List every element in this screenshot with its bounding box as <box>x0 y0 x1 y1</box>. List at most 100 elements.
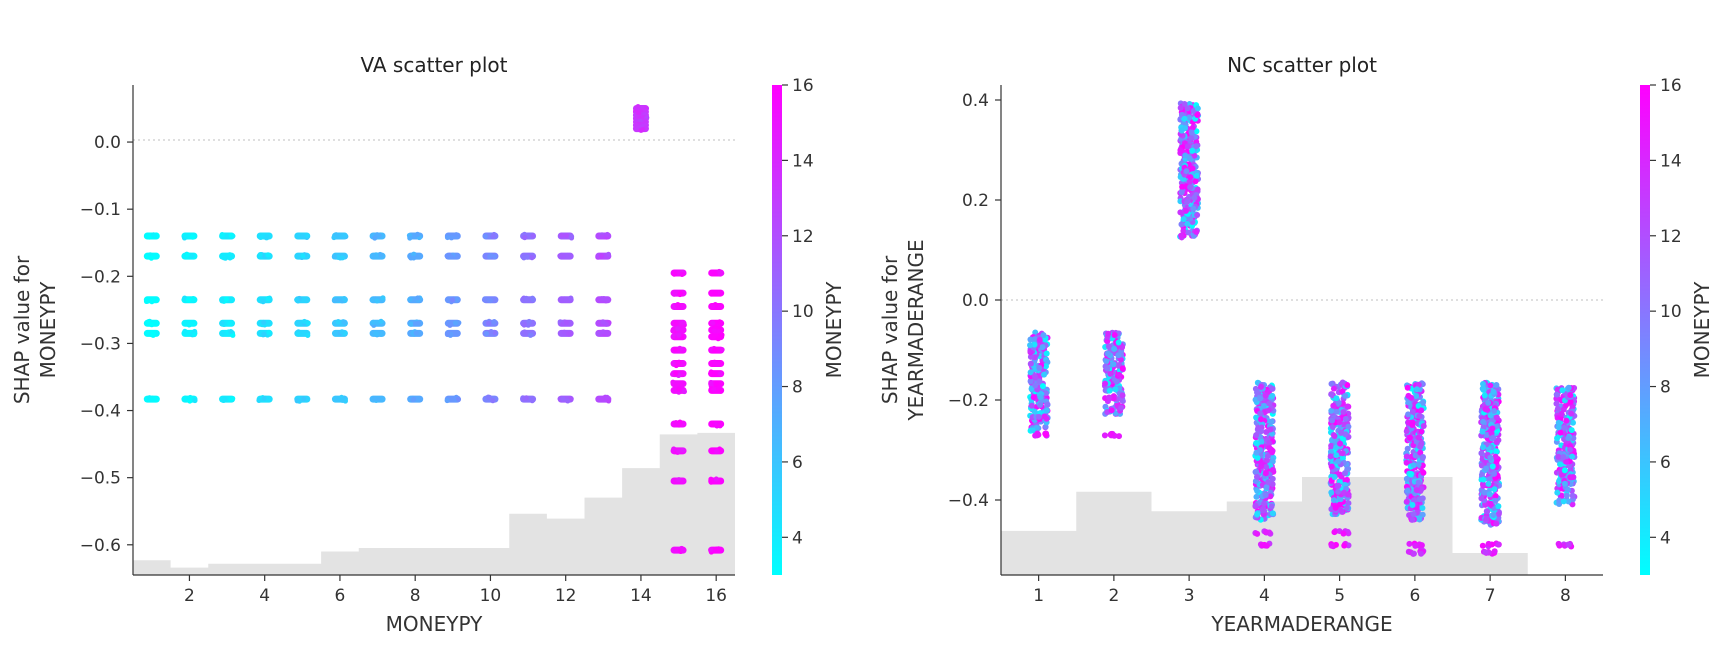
scatter-point <box>448 254 455 260</box>
scatter-point <box>675 326 681 332</box>
scatter-point <box>1333 452 1340 459</box>
scatter-point <box>1194 211 1201 218</box>
scatter-point <box>711 328 718 334</box>
scatter-point <box>1043 415 1050 422</box>
scatter-point <box>1331 529 1338 536</box>
scatter-point <box>1253 468 1260 475</box>
scatter-point <box>144 298 151 304</box>
scatter-point <box>557 253 563 259</box>
scatter-point <box>1563 458 1570 465</box>
scatter-point <box>1565 498 1572 505</box>
scatter-point <box>1031 373 1038 380</box>
scatter-point <box>711 359 718 365</box>
scatter-point <box>301 330 307 336</box>
scatter-point <box>342 232 348 238</box>
y-ticks: 0.4 0.2 0.0 −0.2 −0.4 <box>948 91 1001 511</box>
scatter-point <box>1564 486 1571 493</box>
scatter-point <box>1039 383 1046 390</box>
y-tick-label: −0.1 <box>80 200 121 220</box>
scatter-point <box>1484 431 1491 438</box>
scatter-point <box>1335 399 1342 406</box>
scatter-point <box>1035 413 1042 420</box>
scatter-point <box>1042 363 1049 370</box>
scatter-point <box>1039 344 1046 351</box>
scatter-point <box>371 253 377 259</box>
scatter-point <box>1257 416 1264 423</box>
scatter-point <box>711 371 717 377</box>
scatter-point <box>1403 475 1410 482</box>
scatter-point <box>1036 364 1043 371</box>
scatter-point <box>410 397 416 403</box>
scatter-point <box>1419 454 1426 461</box>
scatter-point <box>566 253 573 260</box>
scatter-point <box>1193 143 1200 150</box>
scatter-point <box>1269 475 1276 482</box>
scatter-point <box>261 319 267 326</box>
y-axis-label-line-1: SHAP value for <box>878 255 902 404</box>
scatter-point <box>1493 448 1500 455</box>
scatter-point <box>1028 402 1035 409</box>
scatter-point <box>1335 482 1342 489</box>
scatter-point <box>1487 412 1494 419</box>
colorbar-tick-label: 14 <box>792 151 814 171</box>
scatter-point <box>481 297 488 303</box>
scatter-point <box>1410 550 1417 557</box>
scatter-point <box>1344 381 1351 388</box>
scatter-point <box>1569 453 1576 460</box>
scatter-point <box>1343 504 1350 511</box>
scatter-point <box>407 296 413 303</box>
scatter-point <box>1269 385 1276 392</box>
chart-title: VA scatter plot <box>360 53 507 77</box>
scatter-point <box>1561 467 1568 474</box>
scatter-point <box>1568 410 1575 417</box>
scatter-point <box>1344 403 1351 410</box>
scatter-point <box>1269 449 1276 456</box>
scatter-point <box>708 291 715 297</box>
scatter-point <box>1328 489 1335 496</box>
scatter-point <box>1117 356 1124 363</box>
scatter-point <box>523 295 529 301</box>
scatter-point <box>604 231 610 238</box>
scatter-point <box>719 270 725 276</box>
scatter-point <box>258 234 264 241</box>
scatter-point <box>1479 380 1486 387</box>
scatter-point <box>521 255 527 261</box>
scatter-point <box>595 331 601 337</box>
scatter-point <box>672 346 678 353</box>
scatter-point <box>1119 392 1126 399</box>
scatter-point <box>1263 483 1270 490</box>
scatter-point <box>1031 341 1038 348</box>
x-tick-label: 8 <box>1560 586 1571 606</box>
scatter-point <box>256 397 262 404</box>
scatter-point <box>1345 542 1352 549</box>
scatter-point <box>1553 391 1560 398</box>
y-tick-label: −0.4 <box>948 491 989 511</box>
scatter-point <box>1327 448 1334 455</box>
scatter-point <box>1483 465 1490 472</box>
scatter-point <box>415 295 421 301</box>
scatter-point <box>490 398 496 404</box>
scatter-point <box>1043 350 1050 357</box>
scatter-point <box>1480 476 1487 483</box>
scatter-point <box>1493 414 1500 421</box>
scatter-point <box>1567 398 1574 405</box>
scatter-point <box>558 296 564 302</box>
scatter-point <box>1331 433 1338 440</box>
scatter-point <box>1184 198 1191 205</box>
scatter-point <box>453 232 459 238</box>
scatter-point <box>192 397 198 404</box>
scatter-point <box>1339 388 1346 395</box>
histogram-area <box>133 432 735 575</box>
scatter-point <box>1267 493 1274 500</box>
scatter-point <box>1410 462 1417 469</box>
scatter-point <box>671 269 678 275</box>
scatter-point <box>1027 369 1034 376</box>
scatter-point <box>1337 495 1344 502</box>
scatter-point <box>1036 378 1043 385</box>
histogram <box>133 432 735 575</box>
scatter-point <box>1419 495 1426 502</box>
scatter-point <box>676 422 682 428</box>
scatter-point <box>1184 220 1191 227</box>
